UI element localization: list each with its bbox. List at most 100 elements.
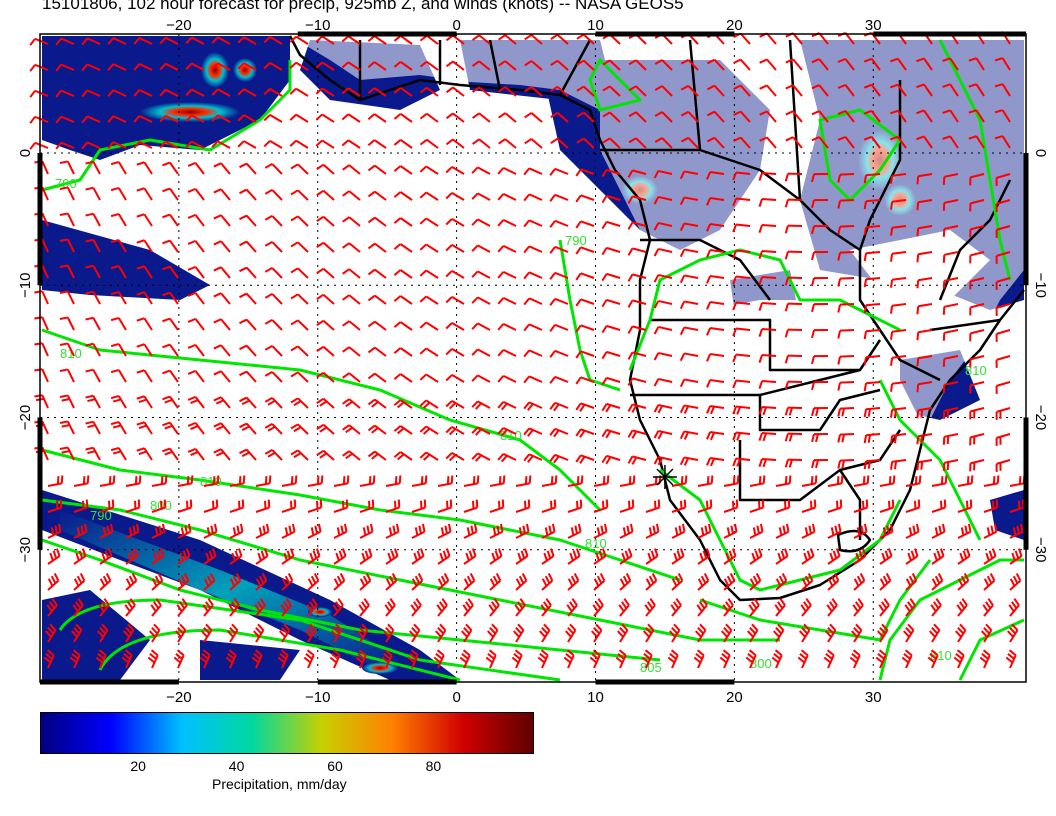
wind-barb xyxy=(367,294,387,305)
wind-barb xyxy=(593,523,608,539)
wind-barb xyxy=(627,273,647,282)
wind-barb xyxy=(995,433,1011,446)
wind-barb xyxy=(59,342,75,357)
wind-barb xyxy=(679,196,699,206)
wind-barb xyxy=(367,87,387,97)
wind-barb xyxy=(905,573,918,591)
wind-barb xyxy=(59,160,75,175)
wind-barb xyxy=(47,548,61,565)
contour-label: 790 xyxy=(565,233,587,248)
wind-barb xyxy=(29,89,49,98)
wind-barb xyxy=(916,173,933,185)
wind-barb xyxy=(97,623,109,643)
wind-barb xyxy=(628,137,647,149)
lon-tick-label-bottom: −20 xyxy=(166,689,191,706)
wind-barb xyxy=(549,219,569,228)
wind-barb xyxy=(679,170,699,180)
wind-barb xyxy=(801,548,815,565)
wind-barb xyxy=(255,573,268,591)
wind-barb xyxy=(799,623,811,643)
wind-barb xyxy=(47,523,62,539)
wind-barb xyxy=(575,220,595,229)
wind-barb xyxy=(409,623,421,643)
wind-barb xyxy=(875,649,887,669)
wind-barb xyxy=(73,499,89,513)
wind-barb xyxy=(576,85,595,97)
wind-barb xyxy=(524,34,543,45)
wind-barb xyxy=(125,573,138,591)
wind-barb xyxy=(1007,623,1019,643)
contour-label: 805 xyxy=(640,660,662,675)
wind-barb xyxy=(151,573,164,591)
wind-barb xyxy=(445,244,465,253)
wind-barb xyxy=(905,499,921,513)
wind-barb xyxy=(34,394,49,409)
wind-barb xyxy=(617,623,629,643)
wind-barb xyxy=(136,265,153,279)
wind-barb xyxy=(837,109,855,123)
wind-barb xyxy=(471,192,491,201)
wind-barb xyxy=(549,245,569,254)
wind-barb xyxy=(341,113,361,123)
wind-barb xyxy=(706,352,725,362)
wind-barb xyxy=(99,523,114,539)
wind-barb xyxy=(307,573,320,591)
wind-barb xyxy=(471,348,491,357)
wind-barb xyxy=(679,326,699,336)
wind-barb xyxy=(758,406,777,416)
wind-barb xyxy=(202,598,214,617)
wind-barb xyxy=(342,242,361,253)
wind-barb xyxy=(488,598,500,617)
wind-barb xyxy=(916,433,933,445)
wind-barb xyxy=(903,623,915,643)
wind-barb xyxy=(229,573,242,591)
wind-barb xyxy=(498,34,517,45)
wind-barb xyxy=(627,221,647,230)
wind-barb xyxy=(110,265,127,279)
wind-barb xyxy=(445,60,465,71)
station-marker xyxy=(652,465,677,490)
wind-barb xyxy=(239,344,257,357)
wind-barb xyxy=(863,199,881,210)
wind-barb xyxy=(957,499,973,513)
wind-barb xyxy=(342,216,361,227)
wind-barb xyxy=(827,523,842,539)
wind-barb xyxy=(47,573,60,591)
wind-barb xyxy=(264,345,283,357)
wind-barb xyxy=(732,249,751,259)
wind-barb xyxy=(645,499,661,513)
wind-barb xyxy=(341,35,361,45)
wind-barb xyxy=(671,573,684,591)
wind-barb xyxy=(758,302,777,311)
wind-barb xyxy=(162,213,179,227)
wind-barb xyxy=(419,191,439,201)
wind-barb xyxy=(419,217,439,227)
wind-barb xyxy=(316,345,335,357)
wind-barb xyxy=(59,368,75,383)
wind-barb xyxy=(643,623,655,643)
wind-barb xyxy=(136,239,153,253)
wind-barb xyxy=(357,623,369,643)
wind-barb xyxy=(280,598,292,617)
wind-barb xyxy=(277,649,289,669)
wind-barb xyxy=(942,199,959,211)
wind-barb xyxy=(732,379,751,389)
wind-barb xyxy=(627,377,647,386)
wind-barb xyxy=(85,420,101,435)
wind-barb xyxy=(316,241,335,253)
wind-barb xyxy=(671,499,687,513)
wind-barb xyxy=(110,161,127,175)
wind-barb xyxy=(877,623,889,643)
wind-barb xyxy=(759,84,777,97)
wind-barb xyxy=(162,291,179,305)
wind-barb xyxy=(497,374,517,383)
wind-barb xyxy=(239,214,257,227)
wind-barb xyxy=(837,57,855,71)
wind-barb xyxy=(653,169,673,179)
lat-tick-label-left: −30 xyxy=(17,537,34,562)
wind-barb xyxy=(732,457,751,467)
wind-barb xyxy=(29,115,49,124)
wind-barb xyxy=(177,573,190,591)
wind-barb xyxy=(227,623,239,643)
wind-barb xyxy=(133,115,153,123)
